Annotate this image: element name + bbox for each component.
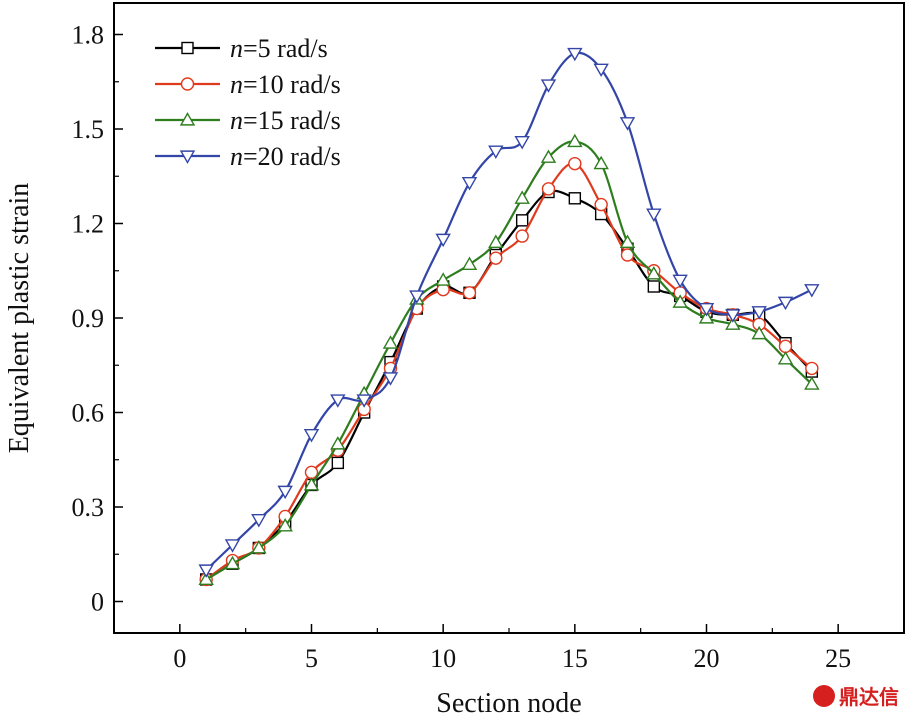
data-point (594, 197, 608, 212)
data-point (488, 234, 504, 248)
data-point (804, 376, 820, 390)
data-point (303, 477, 320, 491)
y-tick-label: 0 (91, 588, 104, 617)
data-point (514, 136, 530, 150)
data-point (751, 325, 767, 340)
data-point (567, 133, 583, 148)
x-tick-label: 5 (305, 644, 318, 673)
x-tick-label: 20 (694, 644, 720, 673)
data-point (435, 272, 451, 286)
data-point (620, 248, 635, 262)
data-point (331, 456, 345, 470)
x-tick-label: 25 (825, 644, 851, 673)
data-point (751, 306, 767, 320)
data-point (251, 514, 267, 528)
y-tick-label: 0.6 (72, 399, 105, 428)
data-point (330, 394, 346, 408)
data-point (224, 539, 241, 553)
legend-item: n=10 rad/s (155, 70, 341, 99)
y-tick-label: 0.3 (72, 493, 105, 522)
data-point (777, 296, 794, 311)
data-point (409, 290, 425, 304)
x-axis-title: Section node (436, 688, 581, 718)
legend-label: n=10 rad/s (230, 70, 341, 99)
legend-marker (179, 112, 196, 126)
legend-label: n=15 rad/s (230, 106, 341, 135)
series-line (205, 140, 813, 581)
data-point (804, 284, 820, 298)
data-point (461, 256, 478, 271)
series-1 (199, 185, 819, 586)
data-point (462, 286, 477, 300)
data-point (435, 233, 451, 248)
data-point (224, 555, 241, 570)
x-tick-label: 10 (430, 644, 456, 673)
data-point (277, 517, 293, 532)
data-point (567, 47, 583, 62)
legend-item: n=5 rad/s (155, 34, 328, 63)
data-point (647, 280, 661, 293)
legend-label: n=20 rad/s (230, 142, 341, 171)
series-line (205, 162, 813, 581)
data-point (251, 540, 267, 554)
data-point (382, 372, 399, 386)
data-point (805, 361, 819, 376)
data-point (619, 117, 636, 131)
series-3 (198, 133, 820, 586)
data-point (356, 394, 372, 408)
data-point (515, 229, 529, 243)
data-point (568, 192, 582, 205)
legend-label: n=5 rad/s (230, 34, 328, 63)
watermark-text: 鼎达信 (839, 685, 899, 709)
y-tick-label: 1.5 (72, 115, 105, 144)
data-point (540, 79, 557, 93)
data-point (330, 436, 346, 450)
legend-item: n=20 rad/s (155, 142, 341, 171)
data-point (303, 428, 320, 443)
data-point (725, 309, 741, 323)
data-point (646, 265, 662, 280)
data-point (488, 145, 504, 159)
data-point (277, 485, 293, 500)
data-point (698, 310, 715, 324)
data-point (541, 182, 556, 196)
data-point (461, 176, 478, 191)
watermark: 鼎达信 (813, 681, 899, 710)
x-tick-label: 0 (173, 644, 186, 673)
data-point (540, 149, 557, 163)
data-point (672, 274, 688, 289)
data-point (778, 339, 793, 354)
data-point (489, 251, 503, 265)
data-point (593, 155, 609, 170)
legend-marker (179, 150, 196, 164)
data-point (568, 156, 582, 171)
data-point (198, 571, 214, 586)
series-4 (198, 47, 820, 578)
logo-icon (813, 684, 835, 707)
data-point (698, 302, 715, 317)
data-point (593, 63, 609, 78)
data-point (514, 190, 530, 204)
y-tick-label: 1.8 (72, 21, 105, 50)
data-point (672, 294, 688, 308)
legend-item: n=15 rad/s (155, 106, 341, 135)
y-tick-label: 0.9 (72, 304, 105, 333)
legend-marker (180, 77, 195, 91)
legend: n=5 rad/s n=10 rad/s n=15 rad/s n=20 rad/s (155, 34, 341, 171)
data-point (619, 234, 636, 248)
data-point (515, 214, 529, 227)
x-tick-label: 15 (562, 644, 588, 673)
y-tick-label: 1.2 (72, 210, 105, 239)
y-axis-title: Equivalent plastic strain (4, 183, 35, 454)
data-point (777, 351, 794, 365)
data-point (382, 335, 399, 349)
data-point (198, 564, 214, 578)
data-point (725, 316, 741, 330)
data-point (646, 208, 662, 222)
legend-marker (181, 41, 194, 55)
